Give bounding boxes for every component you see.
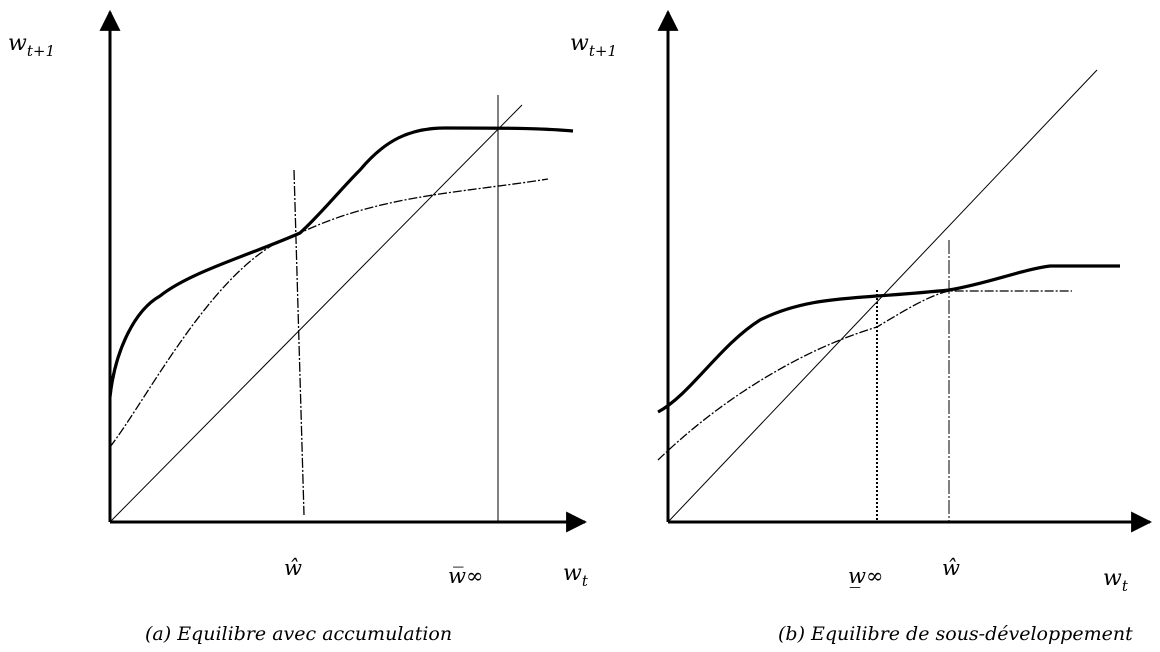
- panel-a-tick-w-hat: ŵ: [284, 556, 302, 580]
- panel-a-w-hat-line: [293, 169, 305, 516]
- panel-b-caption: (b) Equilibre de sous-développement: [778, 623, 1133, 645]
- panel-a-y-label: wt+1: [8, 31, 55, 60]
- panel-a-dashdot-curve: [109, 178, 549, 448]
- panel-a-bold-curve: [108, 126, 574, 398]
- panel-a-x-label: wt: [563, 561, 589, 590]
- panel-b-dashdot-curve: [657, 290, 1072, 461]
- panel-a-45-degree-line: [109, 104, 523, 523]
- panel-b-y-label: wt+1: [570, 31, 617, 60]
- panel-b: wt+1 w̲∞ ŵ wt (b) Equilibre de sous-déve…: [570, 9, 1153, 645]
- panel-b-tick-w-under-inf: w̲∞: [848, 564, 883, 588]
- panel-b-tick-w-hat: ŵ: [942, 556, 960, 580]
- panel-b-bold-curve: [657, 264, 1120, 414]
- panel-a: wt+1 ŵ w̅∞ wt (a) Equilibre avec accumul…: [8, 9, 589, 645]
- panel-a-caption: (a) Equilibre avec accumulation: [145, 623, 452, 645]
- panel-a-tick-w-bar-inf: w̅∞: [448, 564, 483, 588]
- panel-b-x-label: wt: [1103, 566, 1129, 595]
